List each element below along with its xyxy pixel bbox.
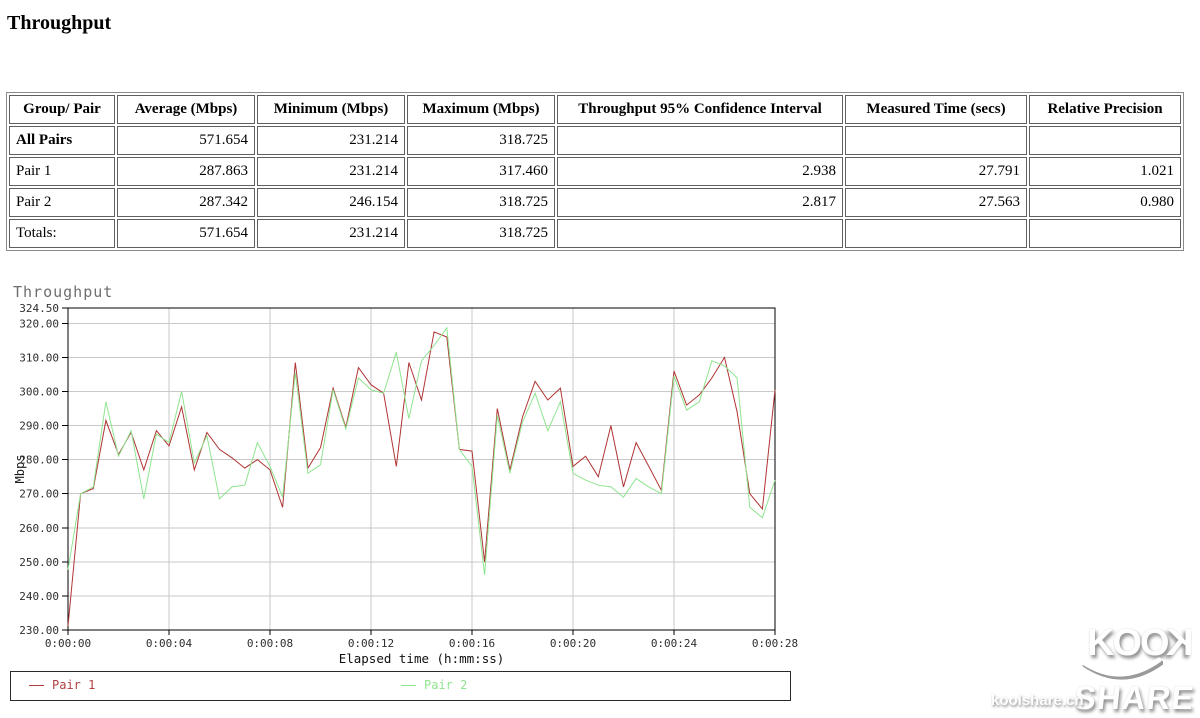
y-tick-label: 324.50 <box>19 302 59 315</box>
y-tick-label: 290.00 <box>19 420 59 433</box>
table-cell <box>557 219 843 248</box>
koolshare-site-text: koolshare.cn <box>991 692 1084 709</box>
row-label: Pair 2 <box>9 188 115 217</box>
table-cell <box>845 219 1027 248</box>
legend-label-pair2: Pair 2 <box>424 678 468 692</box>
results-table-body: All Pairs 571.654 231.214 318.725 Pair 1 287.… <box>9 126 1181 248</box>
pair1-line-swatch <box>29 685 44 686</box>
x-tick-label: 0:00:04 <box>146 637 193 650</box>
koolshare-logo-bottom: SHARE <box>1072 679 1197 716</box>
table-cell: 318.725 <box>407 126 555 155</box>
table-cell <box>1029 126 1181 155</box>
koolshare-logo-top: KOOK <box>1086 622 1193 664</box>
table-cell: 287.342 <box>117 188 255 217</box>
y-tick-label: 230.00 <box>19 624 59 637</box>
x-axis-title: Elapsed time (h:mm:ss) <box>339 651 505 666</box>
table-cell: 2.817 <box>557 188 843 217</box>
table-cell: 246.154 <box>257 188 405 217</box>
table-cell: 318.725 <box>407 219 555 248</box>
table-cell: 0.980 <box>1029 188 1181 217</box>
table-cell: 287.863 <box>117 157 255 186</box>
column-header: Minimum (Mbps) <box>257 95 405 124</box>
table-cell <box>845 126 1027 155</box>
chart-legend: Pair 1 Pair 2 <box>10 671 791 701</box>
table-cell: 231.214 <box>257 157 405 186</box>
y-tick-label: 270.00 <box>19 488 59 501</box>
y-tick-label: 320.00 <box>19 317 59 330</box>
x-tick-label: 0:00:24 <box>651 637 698 650</box>
table-row: Pair 2 287.342 246.154 318.725 2.817 27.563 0.… <box>9 188 1181 217</box>
results-table: Group/ Pair Average (Mbps) Minimum (Mbps) M… <box>6 92 1184 251</box>
x-tick-label: 0:00:20 <box>550 637 596 650</box>
header-row: Group/ Pair Average (Mbps) Minimum (Mbps) M… <box>9 95 1181 124</box>
series-line-pair-2 <box>67 326 776 575</box>
y-tick-label: 300.00 <box>19 385 59 398</box>
chart-title: Throughput <box>13 283 114 301</box>
table-cell <box>1029 219 1181 248</box>
table-cell: 317.460 <box>407 157 555 186</box>
plot-frame <box>67 307 776 631</box>
x-tick-label: 0:00:12 <box>348 637 394 650</box>
table-cell: 318.725 <box>407 188 555 217</box>
koolshare-watermark: KOOK SHARE koolshare.cn <box>985 622 1197 716</box>
column-header: Group/ Pair <box>9 95 115 124</box>
series-line-pair-1 <box>67 331 776 626</box>
table-cell: 1.021 <box>1029 157 1181 186</box>
table-cell: 2.938 <box>557 157 843 186</box>
row-label: Pair 1 <box>9 157 115 186</box>
x-tick-label: 0:00:00 <box>45 637 91 650</box>
column-header: Average (Mbps) <box>117 95 255 124</box>
table-row: Pair 1 287.863 231.214 317.460 2.938 27.791 1.… <box>9 157 1181 186</box>
throughput-line-chart: 324.50 320.00 310.00 300.00 290.00 280.00 270.… <box>19 302 798 666</box>
table-cell: 231.214 <box>257 219 405 248</box>
table-cell: 571.654 <box>117 126 255 155</box>
table-cell: 231.214 <box>257 126 405 155</box>
column-header: Measured Time (secs) <box>845 95 1027 124</box>
y-tick-label: 250.00 <box>19 556 59 569</box>
table-cell <box>557 126 843 155</box>
y-tick-label: 310.00 <box>19 351 59 364</box>
row-label: Totals: <box>9 219 115 248</box>
column-header: Throughput 95% Confidence Interval <box>557 95 843 124</box>
y-tick-label: 240.00 <box>19 590 59 603</box>
column-header: Maximum (Mbps) <box>407 95 555 124</box>
table-row: All Pairs 571.654 231.214 318.725 <box>9 126 1181 155</box>
column-header: Relative Precision <box>1029 95 1181 124</box>
table-cell: 571.654 <box>117 219 255 248</box>
legend-item-pair2: Pair 2 <box>401 678 467 692</box>
page-title: Throughput <box>7 12 112 34</box>
results-table-header: Group/ Pair Average (Mbps) Minimum (Mbps) M… <box>9 95 1181 124</box>
y-tick-label: 260.00 <box>19 522 59 535</box>
throughput-chart-area: Throughput Mbps 324.50 320.00 310.00 300.00… <box>0 283 810 675</box>
row-label: All Pairs <box>9 126 115 155</box>
table-row: Totals: 571.654 231.214 318.725 <box>9 219 1181 248</box>
y-tick-label: 280.00 <box>19 454 59 467</box>
x-tick-label: 0:00:28 <box>752 637 798 650</box>
legend-label-pair1: Pair 1 <box>52 678 96 692</box>
legend-item-pair1: Pair 1 <box>29 678 95 692</box>
x-tick-label: 0:00:16 <box>449 637 495 650</box>
x-tick-label: 0:00:08 <box>247 637 293 650</box>
smile-icon <box>1080 657 1163 680</box>
table-cell: 27.563 <box>845 188 1027 217</box>
table-cell: 27.791 <box>845 157 1027 186</box>
pair2-line-swatch <box>401 685 416 686</box>
